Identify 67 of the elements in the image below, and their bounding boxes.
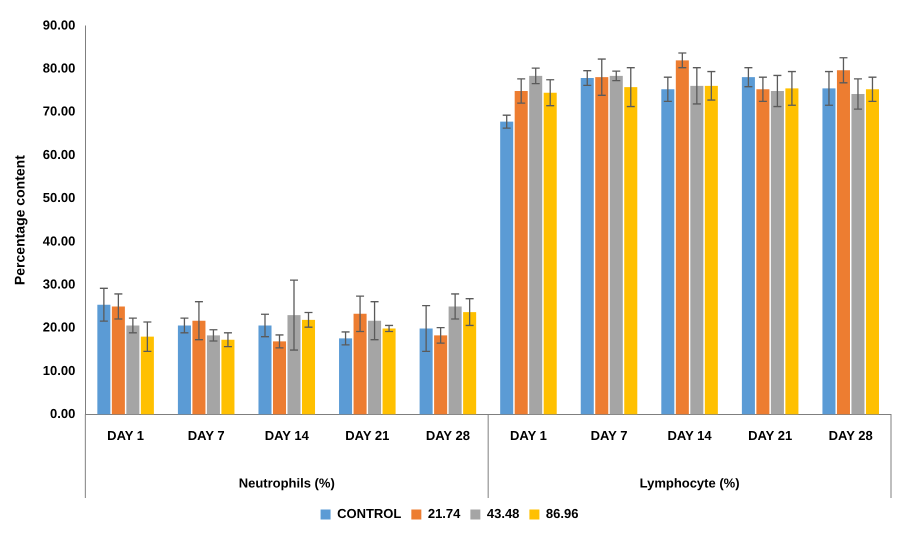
bar <box>448 306 462 414</box>
y-tick-label: 80.00 <box>42 60 76 76</box>
bar <box>287 315 301 414</box>
bar <box>354 314 367 414</box>
legend-label: 43.48 <box>486 506 520 522</box>
bar <box>178 325 191 414</box>
bar <box>97 304 110 414</box>
bar <box>785 88 798 414</box>
y-tick-label: 90.00 <box>42 17 76 32</box>
x-tick-label: DAY 7 <box>188 428 225 443</box>
bar <box>192 320 206 414</box>
bar <box>514 91 528 414</box>
legend-label: 21.74 <box>428 506 462 522</box>
y-tick-label: 40.00 <box>42 233 76 248</box>
bar <box>126 325 140 414</box>
bar <box>544 92 557 414</box>
bar <box>836 70 850 414</box>
text: Lymphocyte (%) <box>640 476 740 491</box>
bar <box>770 91 784 414</box>
x-tick-label: DAY 28 <box>426 428 470 443</box>
y-tick-label: 10.00 <box>42 362 76 378</box>
y-tick-label: 60.00 <box>42 146 76 162</box>
bar <box>676 60 689 414</box>
bar <box>420 328 433 414</box>
bar <box>272 341 286 414</box>
x-tick-label: DAY 28 <box>828 428 873 443</box>
bar <box>851 94 864 414</box>
x-tick-label: DAY 14 <box>264 428 310 443</box>
x-tick-label: DAY 14 <box>668 428 712 443</box>
bar <box>463 312 476 414</box>
legend-label: CONTROL <box>337 506 402 522</box>
bar <box>756 89 770 414</box>
bar <box>661 89 674 414</box>
bar <box>624 87 638 414</box>
bar <box>690 86 704 414</box>
bar <box>302 320 316 414</box>
bar <box>258 325 272 414</box>
bar <box>368 320 382 414</box>
bar <box>610 76 623 414</box>
y-tick-label: 30.00 <box>42 276 76 292</box>
bar <box>206 335 220 414</box>
x-tick-label: DAY 7 <box>590 428 628 443</box>
bar <box>382 328 396 414</box>
bar <box>434 335 448 414</box>
x-tick-label: DAY 1 <box>107 428 144 443</box>
x-tick-label: DAY 21 <box>345 428 390 443</box>
y-axis-title: Percentage content <box>11 154 28 286</box>
bar <box>339 338 352 414</box>
bar <box>866 89 879 414</box>
bar <box>822 88 836 414</box>
y-tick-label: 0.00 <box>50 406 76 421</box>
y-tick-label: 50.00 <box>42 190 76 206</box>
bar <box>500 122 514 414</box>
x-tick-label: DAY 21 <box>748 428 792 443</box>
x-tick-label: DAY 1 <box>510 428 547 443</box>
bar <box>529 76 542 414</box>
bar <box>742 77 755 414</box>
bar <box>704 86 718 414</box>
bar <box>595 77 608 414</box>
bar <box>140 336 154 414</box>
y-tick-label: 70.00 <box>42 104 76 119</box>
legend-label: 86.96 <box>546 506 578 522</box>
bar <box>580 78 594 414</box>
bar <box>221 340 234 414</box>
y-tick-label: 20.00 <box>42 320 76 335</box>
text: Neutrophils (%) <box>238 476 335 491</box>
bar <box>112 306 125 414</box>
